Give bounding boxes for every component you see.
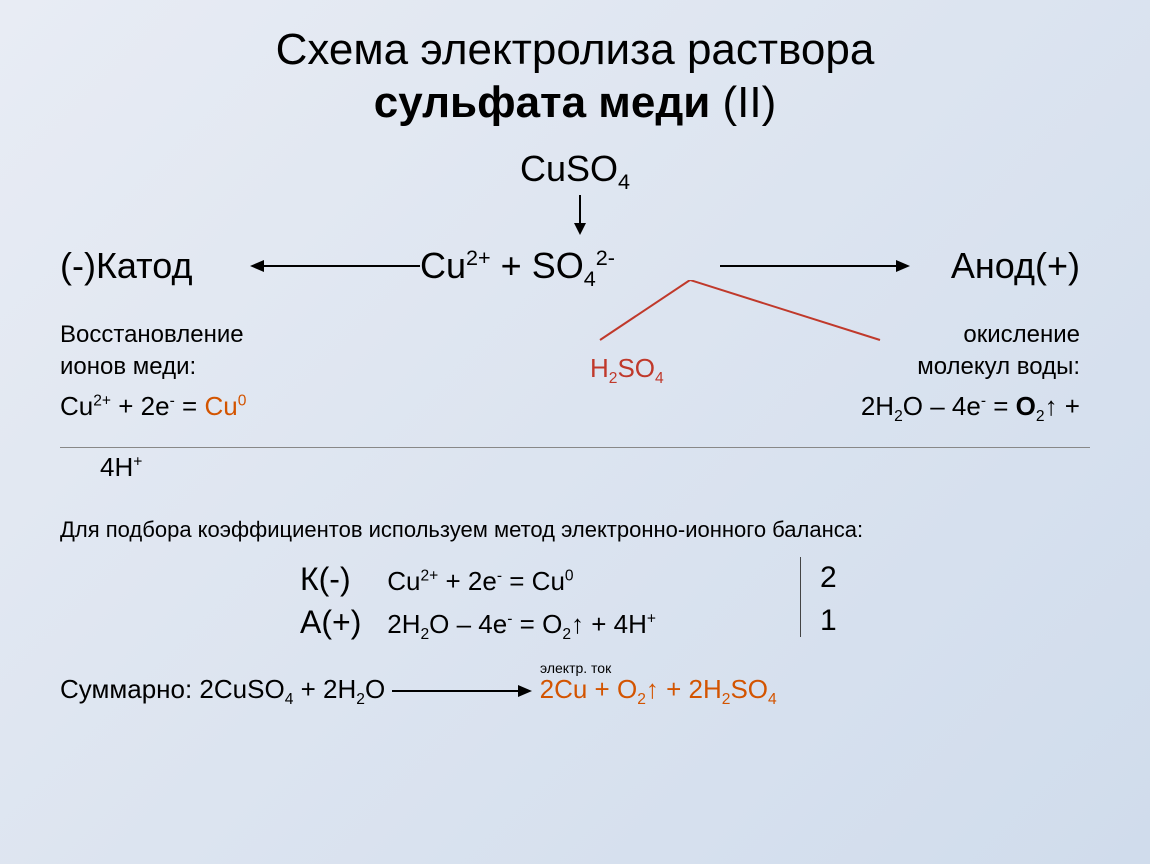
balance-note: Для подбора коэффициентов используем мет… (60, 517, 1150, 543)
k-equation: Cu2+ + 2e- = Cu0 (387, 566, 573, 596)
a-equation: 2H2O – 4e- = O2↑ + 4H+ (387, 609, 656, 639)
title-line2-bold: сульфата меди (374, 78, 711, 127)
divider-line (60, 447, 1090, 448)
red-line-right-icon (690, 280, 890, 350)
arrow-right-icon (720, 256, 910, 276)
half-reactions-row: Cu2+ + 2e- = Cu0 2H2O – 4e- = O2↑ + (0, 391, 1150, 441)
cathode-desc-1: Восстановление (60, 321, 244, 349)
balance-anode-line: А(+) 2H2O – 4e- = O2↑ + 4H+ 1 (300, 604, 1150, 644)
description-row: Восстановление ионов меди: окисление мол… (0, 321, 1150, 391)
anode-desc-2: молекул воды: (917, 353, 1080, 381)
cathode-desc-2: ионов меди: (60, 353, 196, 381)
balance-block: К(-) Cu2+ + 2e- = Cu0 2 А(+) 2H2O – 4e- … (300, 561, 1150, 644)
dissociation-row: (-)Катод Cu2+ + SO42- Анод(+) (0, 235, 1150, 315)
k-multiplier: 2 (820, 561, 837, 595)
arrow-left-icon (250, 256, 420, 276)
elec-tok-label: электр. ток (540, 660, 611, 676)
title-line2-suffix: (II) (710, 78, 776, 127)
arrow-down-icon (570, 195, 590, 235)
anode-label: Анод(+) (951, 245, 1080, 287)
summary-equation: Суммарно: 2CuSO4 + 2H2O электр. ток 2Cu … (60, 674, 1150, 709)
anode-half-reaction: 2H2O – 4e- = O2↑ + (861, 391, 1080, 426)
k-label: К(-) (300, 561, 380, 598)
extra-4h: 4H+ (100, 452, 1150, 483)
anode-desc-1: окисление (963, 321, 1080, 349)
cathode-half-reaction: Cu2+ + 2e- = Cu0 (60, 391, 246, 422)
h2so4-label: H2SO4 (590, 353, 664, 388)
title-line1: Схема электролиза раствора (276, 25, 875, 74)
a-label: А(+) (300, 604, 380, 641)
compound-formula: CuSO4 (0, 148, 1150, 195)
cathode-label: (-)Катод (60, 245, 193, 287)
summary-products: 2Cu + O2↑ + 2H2SO4 (540, 674, 777, 704)
ions-expression: Cu2+ + SO42- (420, 245, 615, 292)
slide-title: Схема электролиза раствора сульфата меди… (0, 0, 1150, 130)
arrow-summary-icon (392, 683, 532, 699)
balance-cathode-line: К(-) Cu2+ + 2e- = Cu0 2 (300, 561, 1150, 598)
a-multiplier: 1 (820, 604, 837, 638)
summary-label: Суммарно: (60, 674, 199, 704)
